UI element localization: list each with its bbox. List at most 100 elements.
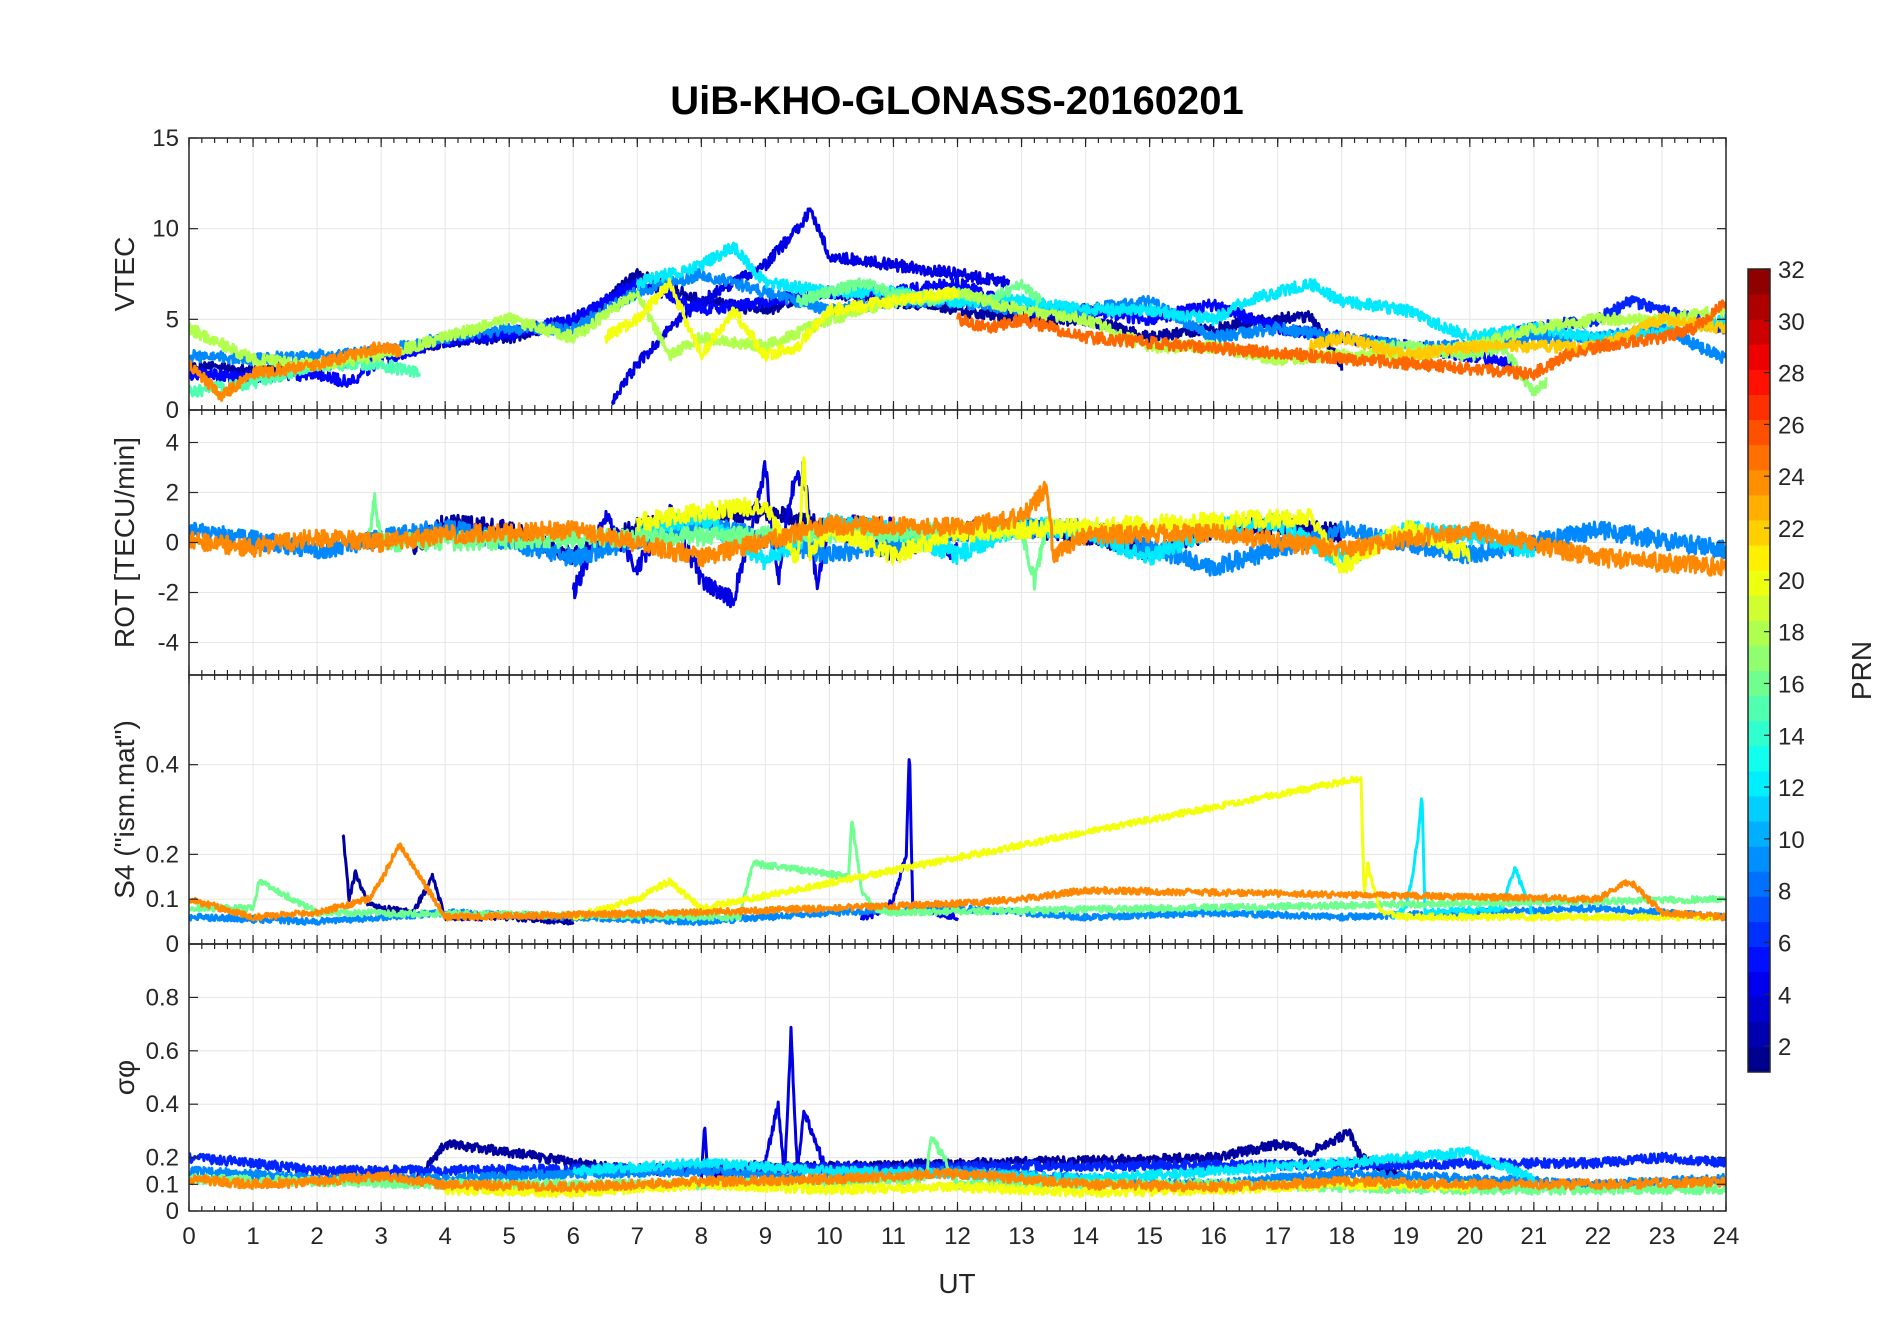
colorbar-segment [1748,344,1770,370]
colorbar-segment [1748,1046,1770,1073]
ticks-2: 0 0.1 0.2 0.4 [146,675,1727,958]
colorbar-tick-label: 8 [1778,879,1791,906]
x-tick-label: 21 [1521,1223,1548,1250]
y-tick-label: 0.2 [146,841,179,868]
y-tick-label: -4 [158,630,179,657]
series-prn-4 [610,207,1011,406]
colorbar-segment [1748,294,1770,320]
y-tick-label: 0.4 [146,1091,179,1118]
series-prn-12 [1391,797,1536,921]
x-tick-label: 19 [1392,1223,1419,1250]
colorbar-segment [1748,269,1770,295]
colorbar-segment [1748,996,1770,1023]
y-tick-label: -2 [158,580,179,607]
colorbar-segment [1748,444,1770,471]
x-tick-label: 7 [631,1223,644,1250]
series-group-1 [189,456,1726,609]
colorbar-tick-label: 18 [1778,620,1805,647]
y-tick-label: 15 [152,125,179,152]
panel-2: 0 0.1 0.2 0.4S4 ("ism.mat") [109,674,1727,958]
panel-0: 0 5 10 15 VTEC [109,125,1727,424]
y-tick-label: 0.6 [146,1038,179,1065]
y-tick-label: 2 [166,480,179,507]
x-tick-label: 20 [1456,1223,1483,1250]
colorbar-tick-label: 24 [1778,464,1805,491]
colorbar-segment [1748,670,1770,697]
panel-1: -4 -2 0 2 4 ROT [TECU/min] [109,409,1727,676]
colorbar-segment [1748,745,1770,772]
series-prn-24 [189,341,402,402]
panel-3: 00.10.2 0.4 0.6 0.8 σφ [109,943,1727,1225]
colorbar-segment [1748,620,1770,646]
colorbar-tick-label: 10 [1778,827,1805,854]
y-tick-label: 10 [152,216,179,243]
x-tick-label: 0 [182,1223,195,1250]
colorbar-segment [1748,394,1770,421]
colorbar-segment [1748,595,1770,621]
colorbar-tick-label: 26 [1778,412,1805,439]
colorbar-segment [1748,469,1770,496]
colorbar-segment [1748,695,1770,722]
ticks-3: 00.10.2 0.4 0.6 0.8 [146,944,1727,1225]
colorbar-segment [1748,871,1770,897]
colorbar-segment [1748,494,1770,521]
colorbar-tick-label: 6 [1778,930,1791,957]
ticks-1: -4 -2 0 2 4 [158,410,1727,675]
colorbar-label: PRN [1846,641,1877,700]
x-tick-label: 15 [1136,1223,1163,1250]
x-tick-label: 17 [1264,1223,1291,1250]
colorbar-segment [1748,896,1770,922]
colorbar-tick-label: 2 [1778,1034,1791,1061]
x-tick-label: 22 [1585,1223,1612,1250]
colorbar-tick-label: 28 [1778,361,1805,388]
y-axis-label-3: σφ [109,1060,140,1095]
x-axis-label: UT [938,1268,975,1299]
x-tick-label: 5 [503,1223,516,1250]
colorbar-segment [1748,795,1770,822]
x-tick-label: 12 [944,1223,971,1250]
colorbar-segment [1748,720,1770,747]
y-tick-label: 4 [166,430,179,457]
y-axis-label-1: ROT [TECU/min] [109,437,140,648]
ticks-0: 0 5 10 15 [152,125,1727,424]
chart-title: UiB-KHO-GLONASS-20160201 [670,79,1244,123]
series-group-2 [189,758,1726,927]
colorbar-tick-label: 4 [1778,982,1791,1009]
series-prn-20 [572,775,1726,922]
colorbar-segment [1748,570,1770,596]
colorbar-tick-label: 12 [1778,775,1805,802]
colorbar-tick-label: 32 [1778,257,1805,284]
x-tick-label: 2 [310,1223,323,1250]
colorbar-tick-label: 20 [1778,568,1805,595]
colorbar-segment [1748,519,1770,546]
series-prn-25 [956,299,1726,381]
colorbar-segment [1748,645,1770,671]
series-prn-6 [189,1151,1726,1177]
y-tick-label: 0.1 [146,1171,179,1198]
colorbar-segment [1748,319,1770,345]
x-tick-label: 6 [567,1223,580,1250]
series-prn-24 [189,480,1726,577]
x-tick-label: 1 [246,1223,259,1250]
y-axis-label-0: VTEC [109,237,140,312]
colorbar-tick-label: 30 [1778,309,1805,336]
y-tick-label: 0 [166,530,179,557]
series-group-0 [189,207,1726,406]
y-tick-label: 0 [166,1198,179,1225]
series-group-3 [189,1025,1726,1199]
x-tick-label: 23 [1649,1223,1676,1250]
series-prn-24 [189,842,1726,922]
x-tick-label: 13 [1008,1223,1035,1250]
x-tick-label: 4 [438,1223,451,1250]
x-tick-label: 3 [374,1223,387,1250]
x-tick-label: 10 [816,1223,843,1250]
colorbar-segment [1748,921,1770,948]
y-tick-label: 5 [166,306,179,333]
colorbar-frame [1747,268,1771,1073]
series-prn-4 [859,758,959,922]
colorbar-segment [1748,419,1770,446]
y-tick-label: 0.4 [146,752,179,779]
